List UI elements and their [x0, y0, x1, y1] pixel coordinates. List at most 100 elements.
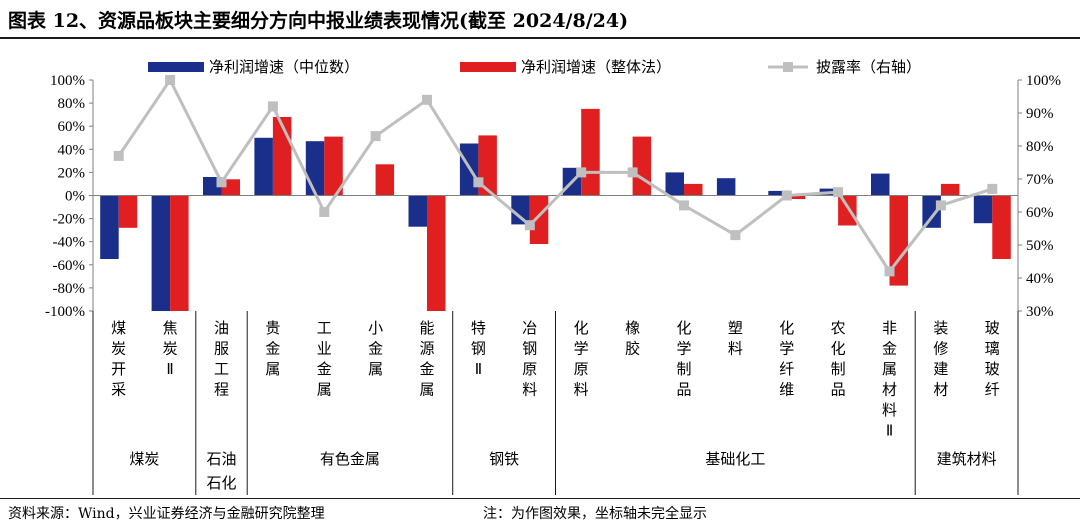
group-label-4: 基础化工	[705, 450, 765, 468]
left-tick-label-2: -60%	[53, 258, 86, 274]
bar-overall-4	[324, 136, 343, 196]
category-label-10: 橡胶	[625, 319, 640, 358]
disclosure-marker-17	[987, 183, 998, 194]
disclosure-line	[117, 77, 993, 274]
bar-overall-13	[786, 195, 806, 199]
disclosure-marker-3	[267, 101, 278, 112]
bar-median-0	[100, 195, 119, 259]
disclosure-marker-14	[833, 187, 844, 198]
bottom-rule	[0, 498, 1080, 499]
bar-overall-14	[838, 195, 857, 226]
disclosure-marker-13	[781, 190, 792, 201]
category-label-7: 特钢 Ⅱ	[471, 319, 486, 378]
bar-median-13	[768, 190, 787, 196]
category-label-12: 塑料	[728, 319, 743, 358]
bar-median-1	[151, 195, 171, 311]
right-tick-label-6: 90%	[1026, 106, 1054, 122]
bar-overall-1	[170, 195, 189, 311]
disclosure-marker-9	[576, 167, 587, 178]
disclosure-marker-10	[627, 167, 638, 178]
category-label-6: 能源金属	[420, 319, 435, 399]
bar-overall-11	[684, 183, 703, 196]
figure-title: 图表 12、资源品板块主要细分方向中报业绩表现情况(截至 2024/8/24)	[8, 10, 629, 32]
category-label-8: 冶钢原料	[522, 319, 537, 399]
category-label-15: 非金属材料 Ⅱ	[882, 319, 897, 440]
category-label-3: 贵金属	[265, 319, 280, 378]
group-label-2: 有色金属	[320, 450, 380, 468]
right-tick-label-2: 50%	[1026, 238, 1054, 254]
disclosure-line-layer	[113, 75, 998, 277]
bar-median-12	[716, 178, 736, 196]
title-rule	[0, 37, 1080, 39]
legend: 净利润增速（中位数） 净利润增速（整体法） 披露率（右轴）	[148, 58, 921, 76]
bar-overall-16	[940, 183, 960, 196]
disclosure-marker-7	[473, 177, 484, 188]
group-label-5: 建筑材料	[937, 450, 997, 468]
legend-marker-2	[783, 62, 793, 72]
disclosure-marker-4	[319, 207, 330, 217]
disclosure-marker-12	[730, 230, 741, 241]
disclosure-marker-6	[422, 94, 432, 105]
left-tick-label-3: -40%	[53, 235, 86, 251]
left-tick-label-1: -80%	[53, 281, 86, 297]
bar-median-11	[665, 172, 684, 196]
category-label-1: 焦炭 Ⅱ	[163, 319, 178, 378]
group-label-1: 石油石化	[206, 450, 236, 492]
legend-label-2: 披露率（右轴）	[816, 58, 921, 76]
left-tick-label-8: 60%	[58, 119, 86, 135]
category-label-11: 化学制品	[676, 319, 691, 399]
disclosure-marker-1	[165, 75, 176, 85]
category-label-16: 装修建材	[933, 319, 948, 399]
bar-median-8	[511, 195, 530, 225]
bar-median-4	[305, 141, 325, 196]
category-label-14: 农化制品	[831, 319, 846, 399]
bar-overall-17	[992, 195, 1011, 259]
right-tick-label-5: 80%	[1026, 139, 1054, 155]
left-tick-label-5: 0%	[65, 189, 85, 205]
category-label-0: 煤炭开采	[111, 319, 126, 399]
bar-overall-6	[427, 195, 446, 311]
disclosure-marker-0	[113, 150, 124, 161]
bar-median-17	[973, 195, 993, 224]
right-tick-label-0: 30%	[1026, 304, 1054, 320]
group-label-0: 煤炭	[129, 450, 159, 468]
category-label-13: 化学纤维	[779, 319, 794, 399]
disclosure-marker-15	[884, 266, 895, 277]
right-tick-label-1: 40%	[1026, 271, 1054, 287]
right-tick-label-7: 100%	[1026, 73, 1061, 89]
left-tick-label-9: 80%	[58, 96, 86, 112]
category-label-2: 油服工程	[214, 319, 229, 399]
bar-overall-5	[375, 164, 395, 196]
bars-layer	[100, 108, 1011, 311]
right-tick-label-3: 60%	[1026, 205, 1054, 221]
disclosure-marker-5	[370, 131, 381, 142]
legend-label-0: 净利润增速（中位数）	[209, 58, 359, 76]
left-tick-label-7: 40%	[58, 142, 86, 158]
legend-swatch-1	[460, 62, 516, 72]
category-label-5: 小金属	[368, 319, 383, 378]
group-labels: 煤炭 石油石化 有色金属 钢铁 基础化工 建筑材料	[92, 311, 1019, 495]
group-label-3: 钢铁	[489, 450, 519, 468]
disclosure-marker-8	[524, 220, 535, 231]
bar-median-15	[871, 173, 890, 196]
bar-overall-8	[529, 195, 549, 244]
disclosure-marker-2	[216, 177, 227, 188]
bar-median-16	[922, 195, 941, 228]
legend-label-1: 净利润增速（整体法）	[521, 58, 671, 76]
bar-overall-0	[118, 195, 138, 228]
bar-overall-9	[581, 108, 600, 196]
left-tick-label-6: 20%	[58, 165, 86, 181]
bar-overall-10	[632, 136, 652, 196]
category-label-4: 工业金属	[317, 319, 332, 399]
disclosure-marker-11	[679, 200, 689, 211]
left-tick-label-0: -100%	[45, 304, 85, 320]
category-label-17: 玻璃玻纤	[985, 319, 1000, 399]
right-tick-label-4: 70%	[1026, 172, 1054, 188]
disclosure-marker-16	[935, 200, 946, 211]
bar-median-3	[254, 137, 273, 196]
left-tick-label-10: 100%	[50, 73, 85, 89]
category-label-9: 化学原料	[574, 319, 589, 399]
legend-swatch-0	[148, 62, 204, 72]
bar-median-6	[408, 195, 427, 227]
